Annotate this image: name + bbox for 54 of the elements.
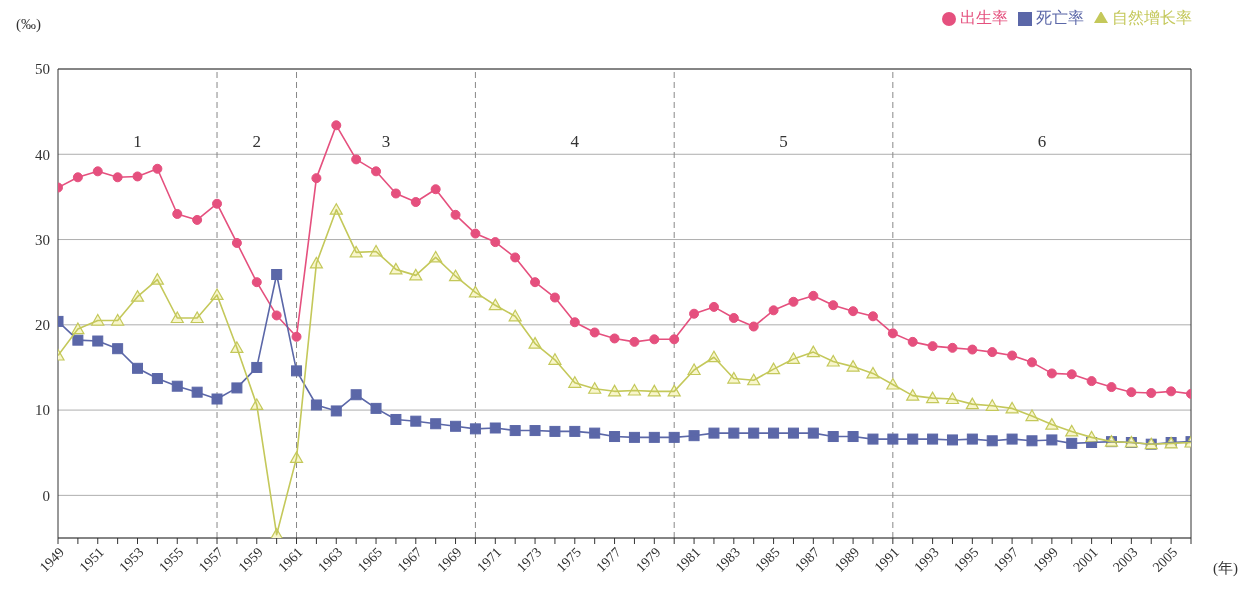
y-axis-title: (‰)	[16, 16, 41, 33]
y-tick-label: 20	[35, 317, 50, 334]
point	[549, 425, 561, 437]
point	[708, 427, 720, 439]
point	[390, 413, 402, 425]
y-tick-label: 30	[35, 231, 50, 248]
point	[986, 435, 998, 447]
point	[529, 425, 541, 437]
point	[92, 335, 104, 347]
point	[489, 422, 501, 434]
annotation: 6	[1037, 132, 1047, 152]
point	[589, 427, 601, 439]
point	[1006, 433, 1018, 445]
point	[867, 433, 879, 445]
point	[966, 433, 978, 445]
point	[569, 425, 581, 437]
annotation: 3	[381, 132, 391, 152]
point	[807, 427, 819, 439]
legend-label: 死亡率	[1036, 8, 1084, 27]
point	[927, 433, 939, 445]
x-axis-title: (年)	[1213, 559, 1238, 578]
point	[748, 427, 760, 439]
point	[191, 386, 203, 398]
point	[649, 334, 660, 345]
point	[648, 431, 660, 443]
point	[72, 334, 84, 346]
point	[887, 433, 899, 445]
point	[469, 423, 481, 435]
point	[231, 382, 243, 394]
point	[847, 431, 859, 443]
point	[1046, 434, 1058, 446]
point	[688, 430, 700, 442]
x-tick-label: 1961	[275, 544, 306, 575]
annotation: 4	[570, 132, 580, 152]
point	[211, 393, 223, 405]
point	[946, 434, 958, 446]
point	[907, 433, 919, 445]
point	[310, 399, 322, 411]
y-tick-label: 40	[35, 146, 50, 163]
point	[370, 402, 382, 414]
point	[768, 427, 780, 439]
legend-label: 自然增长率	[1112, 8, 1192, 27]
point	[1026, 435, 1038, 447]
point	[330, 405, 342, 417]
annotation: 2	[252, 132, 262, 152]
y-tick-label: 0	[42, 487, 50, 504]
point	[291, 365, 303, 377]
y-tick-label: 50	[35, 61, 50, 78]
annotation: 5	[779, 132, 788, 152]
point	[787, 427, 799, 439]
annotation: 1	[133, 132, 142, 152]
y-tick-label: 10	[35, 402, 50, 419]
legend-label: 出生率	[960, 8, 1008, 27]
point	[728, 427, 740, 439]
